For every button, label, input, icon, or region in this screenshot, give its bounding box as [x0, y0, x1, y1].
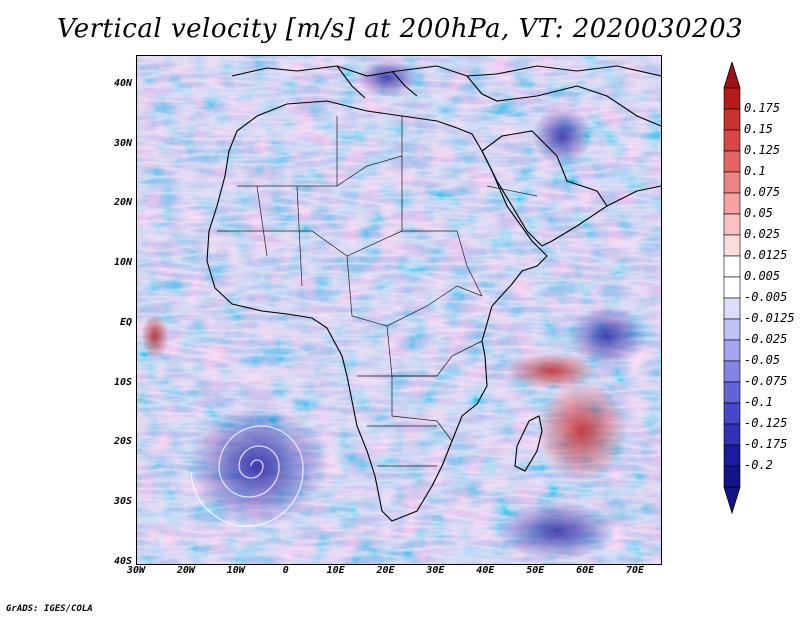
colorbar-swatch	[723, 129, 741, 152]
lon-label: 60E	[576, 565, 595, 576]
lon-label: 0	[282, 565, 289, 576]
colorbar-label: 0.175	[744, 101, 781, 115]
colorbar-label: -0.005	[744, 290, 788, 304]
colorbar-swatch	[723, 402, 741, 425]
colorbar-swatch	[723, 150, 741, 173]
lat-label: 20S	[113, 436, 132, 448]
lon-label: 20W	[176, 565, 195, 576]
lon-label: 10E	[326, 565, 345, 576]
colorbar-swatch	[723, 423, 741, 446]
colorbar-bottom-arrow	[723, 486, 741, 515]
cyclone-feature	[187, 406, 327, 526]
colorbar-swatch	[723, 255, 741, 278]
colorbar-swatch	[723, 465, 741, 488]
colorbar-label: 0.005	[744, 269, 781, 283]
colorbar-swatch	[723, 171, 741, 194]
colorbar-swatch	[723, 297, 741, 320]
colorbar-top-arrow	[723, 62, 741, 89]
lat-label: 10S	[113, 376, 132, 388]
map-plot	[137, 56, 661, 564]
map-panel	[136, 55, 662, 565]
lat-label: 30S	[113, 496, 132, 508]
colorbar-graphic	[723, 62, 741, 515]
cold-feature-mediterranean	[357, 60, 417, 96]
lon-label: 20E	[376, 565, 395, 576]
lon-label: 30W	[126, 565, 146, 576]
cold-feature-arabian-sea	[567, 306, 647, 366]
lon-label: 10W	[226, 565, 245, 576]
colorbar-label: 0.0125	[744, 248, 788, 262]
colorbar-swatch	[723, 318, 741, 341]
colorbar-swatch	[723, 360, 741, 383]
cold-feature-iran	[532, 106, 592, 166]
colorbar-swatch	[723, 87, 741, 110]
colorbar-label: -0.2	[744, 458, 773, 472]
credit-text: GrADS: IGES/COLA	[6, 604, 93, 614]
colorbar-swatch	[723, 276, 741, 299]
colorbar-label: 0.05	[744, 206, 773, 220]
colorbar-label: 0.075	[744, 185, 781, 199]
lon-label: 50E	[526, 565, 545, 576]
colorbar-label: 0.1	[744, 164, 766, 178]
lat-label: EQ	[119, 316, 132, 328]
lon-label: 40E	[476, 565, 495, 576]
lat-label: 30N	[113, 137, 132, 149]
warm-feature-indian-ocean	[507, 353, 597, 389]
colorbar-swatch	[723, 339, 741, 362]
colorbar-label: -0.175	[744, 437, 788, 451]
colorbar-swatch	[723, 381, 741, 404]
lat-label: 40S	[113, 556, 132, 567]
lat-label: 40N	[113, 77, 132, 89]
cyclone-spiral	[190, 425, 304, 527]
lat-label: 10N	[113, 257, 132, 269]
colorbar-swatch	[723, 108, 741, 131]
chart-title: Vertical velocity [m/s] at 200hPa, VT: 2…	[56, 14, 744, 44]
lon-label: 70E	[626, 565, 645, 576]
colorbar-label: 0.125	[744, 143, 781, 157]
warm-feature-mascarene	[537, 381, 627, 481]
colorbar-label: -0.1	[744, 395, 773, 409]
colorbar-label: -0.075	[744, 374, 788, 388]
colorbar-label: -0.0125	[744, 311, 795, 325]
colorbar-swatch	[723, 192, 741, 215]
colorbar-label: 0.15	[744, 122, 773, 136]
lon-label: 30E	[426, 565, 445, 576]
colorbar-label: -0.025	[744, 332, 788, 346]
warm-feature-atlantic	[141, 314, 169, 358]
colorbar-label: 0.025	[744, 227, 781, 241]
colorbar-label: -0.125	[744, 416, 788, 430]
colorbar-swatch	[723, 444, 741, 467]
lat-label: 20N	[113, 197, 132, 209]
colorbar-label: -0.05	[744, 353, 781, 367]
cold-feature-south	[497, 501, 617, 561]
country-borders	[217, 116, 538, 467]
colorbar-swatch	[723, 213, 741, 236]
colorbar-swatch	[723, 234, 741, 257]
